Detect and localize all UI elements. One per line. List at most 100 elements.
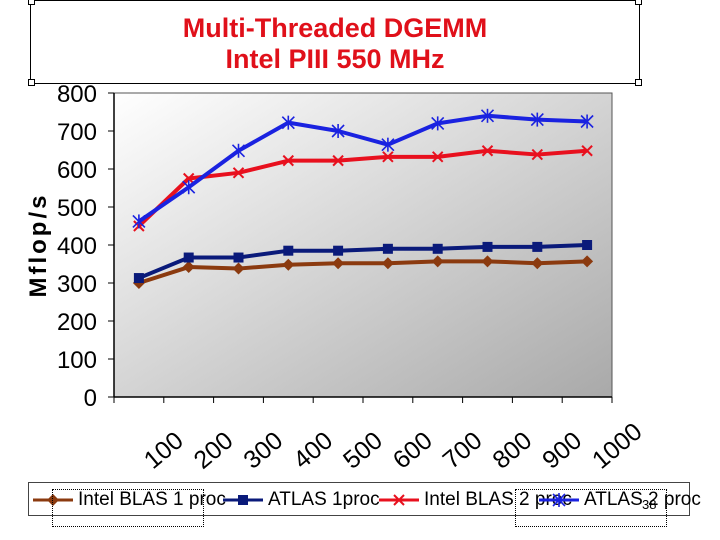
x-tick-label: 1000 [587, 417, 648, 474]
y-tick-label: 500 [57, 195, 97, 222]
data-point [182, 180, 196, 195]
data-point-stroke [232, 167, 245, 179]
data-point [283, 245, 294, 256]
x-tick-label: 800 [487, 426, 537, 474]
y-tick-label: 700 [57, 119, 97, 146]
data-point [333, 245, 344, 256]
y-tick-label: 0 [84, 385, 97, 412]
legend-item: Intel BLAS 1 proc [32, 488, 226, 512]
data-point [382, 151, 394, 163]
data-point-stroke [282, 154, 295, 167]
data-point-stroke [581, 145, 593, 157]
legend-swatch-marker [393, 494, 405, 506]
data-point-stroke [431, 151, 444, 163]
data-point [531, 257, 544, 270]
data-point [282, 258, 295, 271]
data-point [232, 262, 245, 275]
data-point [182, 172, 195, 185]
legend-label: ATLAS 1proc [268, 489, 380, 510]
selection-handle [635, 79, 642, 86]
selection-handle [28, 0, 35, 5]
legend-swatch-marker [238, 495, 248, 505]
data-point [183, 252, 194, 263]
data-point [281, 115, 295, 130]
data-point [133, 273, 144, 284]
data-point [530, 112, 544, 127]
data-point-stroke [332, 154, 344, 167]
x-tick-label: 700 [438, 426, 488, 474]
series-3 [132, 108, 594, 229]
legend-swatch [223, 495, 263, 505]
legend-swatch-marker [47, 494, 59, 506]
data-point [232, 167, 245, 179]
y-tick-label: 400 [57, 233, 97, 260]
y-tick-label: 800 [57, 81, 97, 108]
y-axis-label: Mflop/s [25, 193, 52, 298]
data-point [332, 154, 344, 167]
selection-handle [28, 79, 35, 86]
title-box [28, 0, 642, 86]
data-point [331, 124, 345, 138]
data-point [580, 114, 594, 129]
data-point-stroke [531, 148, 544, 161]
x-tick-label: 900 [537, 426, 587, 474]
y-tick-label: 100 [57, 347, 97, 374]
series-line [138, 259, 588, 285]
x-tick-label: 500 [338, 426, 388, 474]
page-number: 38 [642, 497, 657, 512]
data-point [432, 243, 443, 254]
data-point [480, 108, 495, 123]
x-tick-label: 200 [189, 426, 239, 474]
data-point [381, 137, 395, 152]
y-tick-label: 300 [57, 271, 97, 298]
series-line [137, 148, 588, 228]
legend [28, 482, 690, 516]
slide-title-line-1: Multi-Threaded DGEMM [182, 13, 488, 43]
series-line [137, 113, 588, 224]
legend-swatch-marker-stroke [393, 494, 405, 506]
y-tick-label: 600 [57, 157, 97, 184]
legend-swatch-marker [552, 493, 566, 507]
data-point [231, 143, 246, 158]
y-tick-label: 200 [57, 309, 97, 336]
legend-label: Intel BLAS 1 proc [78, 489, 226, 510]
legend-swatch [539, 493, 579, 507]
x-tick-label: 600 [388, 426, 438, 474]
data-point [581, 255, 594, 268]
data-point [332, 257, 345, 270]
selection-handle [635, 0, 642, 5]
data-point [132, 214, 146, 229]
data-point [182, 261, 195, 274]
data-point-stroke [182, 172, 195, 185]
data-point [431, 151, 444, 163]
data-point-stroke [382, 151, 394, 163]
legend-item: ATLAS 1proc [222, 488, 380, 512]
data-point [382, 243, 393, 254]
data-point [233, 252, 244, 263]
data-point [431, 116, 445, 131]
legend-item: Intel BLAS 2 proc [378, 488, 572, 512]
x-tick-label: 300 [238, 426, 288, 474]
selection-outline [515, 489, 667, 527]
data-point [482, 241, 493, 252]
legend-swatch [379, 494, 419, 506]
data-point [431, 255, 444, 268]
x-tick-label: 400 [288, 426, 338, 474]
data-point [481, 255, 494, 268]
data-point [532, 241, 543, 252]
data-point [531, 148, 544, 161]
data-point-stroke [481, 145, 494, 157]
data-point [381, 257, 394, 270]
selection-outline [52, 489, 204, 527]
data-point [282, 154, 295, 167]
data-point [582, 240, 593, 250]
legend-label: ATLAS 2 proc [584, 489, 701, 510]
series-1 [133, 240, 593, 284]
series-line [138, 243, 588, 280]
legend-swatch [33, 494, 73, 506]
legend-item: ATLAS 2 proc [538, 488, 701, 512]
data-point [481, 145, 494, 157]
x-tick-label: 100 [139, 426, 189, 474]
slide-title-line-2: Intel PIII 550 MHz [225, 44, 445, 74]
